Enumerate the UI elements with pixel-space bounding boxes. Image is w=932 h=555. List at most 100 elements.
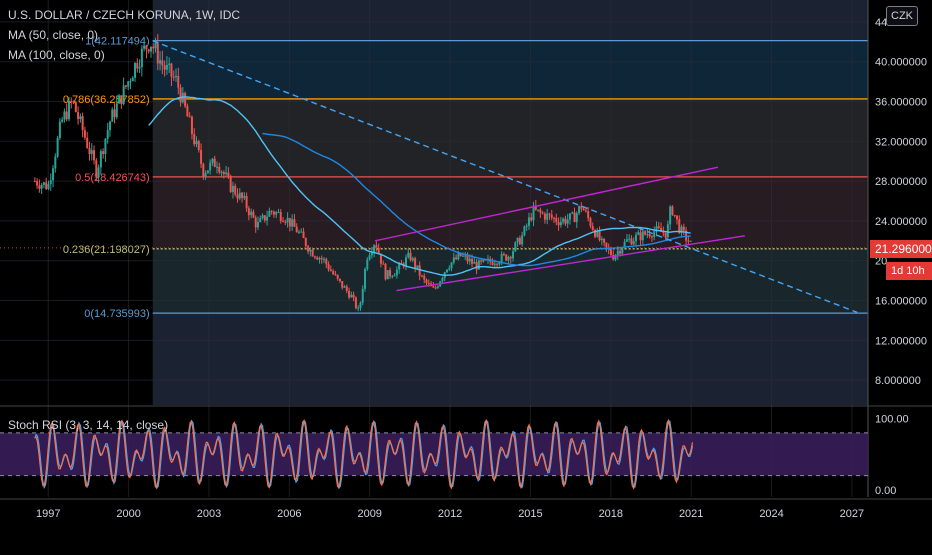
candle-body (432, 286, 435, 288)
candle-body (243, 196, 246, 198)
candle-body (297, 231, 300, 233)
currency-badge[interactable]: CZK (886, 6, 918, 26)
candle-body (591, 226, 594, 230)
candle-body (93, 150, 96, 161)
candle-body (482, 259, 485, 262)
candle-body (188, 116, 191, 118)
candle-body (77, 112, 80, 120)
candle-body (425, 279, 428, 284)
candle-body (573, 212, 576, 223)
candle-body (382, 263, 385, 265)
candle-body (143, 45, 146, 49)
time-tick-label: 2003 (197, 508, 221, 520)
ma100-legend[interactable]: MA (100, close, 0) (8, 48, 105, 62)
price-tick-label: 12.000000 (875, 335, 927, 347)
candle-body (256, 222, 259, 228)
candle-body (678, 219, 681, 233)
candle-body (218, 166, 221, 173)
candle-body (675, 215, 678, 220)
candle-body (272, 211, 275, 215)
candle-body (206, 170, 209, 174)
candle-body (225, 172, 228, 175)
candle-body (669, 206, 672, 225)
fib-label-0.786: 0.786(36.257852) (63, 94, 150, 106)
candle-body (600, 238, 603, 241)
candle-body (190, 116, 193, 135)
candle-body (423, 275, 426, 280)
candle-body (152, 46, 155, 49)
candle-body (286, 217, 289, 223)
candle-body (149, 46, 152, 52)
candle-body (407, 252, 410, 258)
candle-body (368, 255, 371, 260)
candle-body (648, 234, 651, 237)
candle-body (632, 240, 635, 245)
candle-body (527, 217, 530, 226)
candle-body (293, 219, 296, 227)
candle-body (448, 268, 451, 270)
candle-body (523, 226, 526, 236)
candle-body (384, 263, 387, 280)
candle-body (295, 226, 298, 233)
candle-body (86, 137, 89, 148)
candle-body (657, 226, 660, 229)
bar-countdown-badge: 1d 10h (886, 262, 932, 280)
candle-body (637, 232, 640, 235)
candle-body (537, 209, 540, 211)
candle-body (623, 241, 626, 249)
candle-body (354, 297, 357, 309)
fib-label-1: 1(42.117494) (85, 36, 150, 48)
fib-zone (152, 40, 868, 99)
candle-body (222, 171, 225, 175)
candle-body (662, 231, 665, 233)
candle-body (74, 102, 77, 113)
candle-body (159, 60, 162, 64)
candle-body (457, 253, 460, 260)
stoch-rsi-legend[interactable]: Stoch RSI (3, 3, 14, 14, close) (8, 418, 169, 432)
candle-body (414, 258, 417, 268)
trendline-downtrend (152, 40, 858, 314)
candle-body (641, 231, 644, 241)
candle-body (236, 194, 239, 199)
fib-label-0.5: 0.5(28.426743) (75, 172, 150, 184)
candle-body (564, 218, 567, 224)
candle-body (49, 180, 52, 184)
candle-body (512, 251, 515, 259)
candle-body (359, 302, 362, 308)
price-tick-label: 32.000000 (875, 136, 927, 148)
trendline-channel-lower (396, 235, 745, 292)
candle-body (254, 217, 257, 228)
fib-zone (152, 176, 868, 249)
candle-body (357, 307, 360, 309)
candle-body (245, 196, 248, 209)
fib-label-0.236: 0.236(21.198027) (63, 244, 150, 256)
candle-body (546, 213, 549, 220)
candle-body (318, 258, 321, 260)
candle-body (220, 171, 223, 173)
candle-body (345, 286, 348, 291)
candle-body (136, 62, 139, 69)
fib-zone (152, 98, 868, 177)
time-tick-label: 2006 (277, 508, 301, 520)
candle-body (370, 252, 373, 256)
candle-body (288, 217, 291, 227)
candle-body (614, 255, 617, 260)
candle-body (687, 240, 690, 242)
candle-body (473, 262, 476, 264)
candle-body (120, 95, 123, 105)
candle-body (325, 258, 328, 265)
candle-body (496, 263, 499, 265)
candle-body (216, 166, 218, 168)
ma50-legend[interactable]: MA (50, close, 0) (8, 28, 99, 42)
candle-body (200, 150, 203, 164)
candle-body (436, 286, 439, 288)
candle-body (405, 257, 408, 267)
candle-body (300, 231, 303, 233)
candle-body (156, 43, 159, 64)
candle-body (118, 95, 121, 104)
candle-body (598, 230, 601, 241)
candle-body (682, 226, 685, 231)
candle-body (61, 119, 64, 122)
